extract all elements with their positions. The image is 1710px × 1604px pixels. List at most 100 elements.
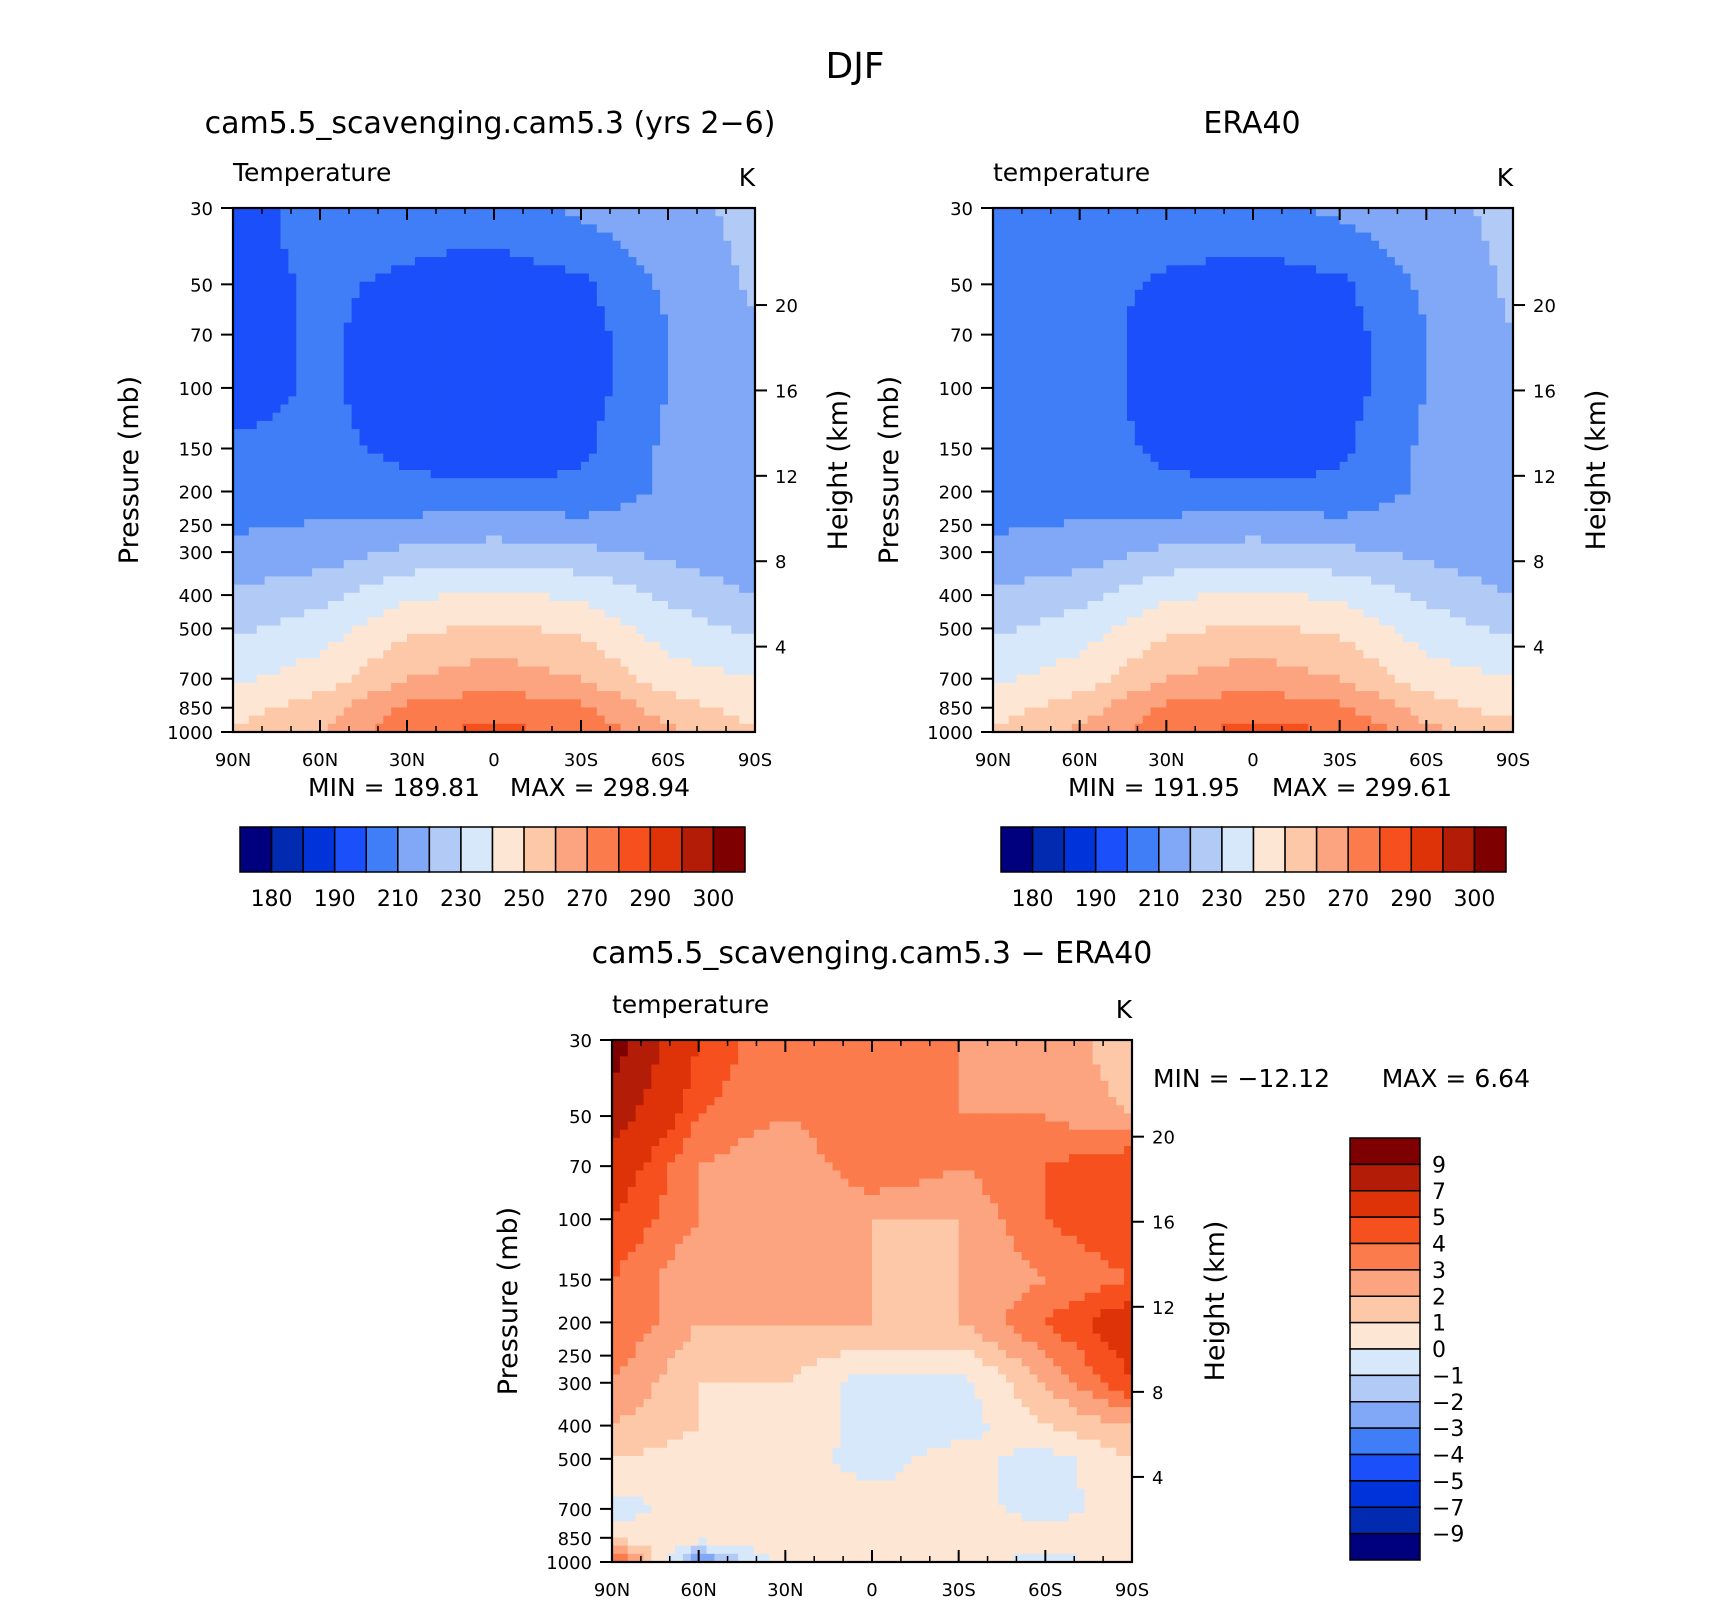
heatmap-cell bbox=[692, 609, 701, 618]
heatmap-cell bbox=[684, 216, 693, 225]
heatmap-cell bbox=[628, 486, 637, 495]
heatmap-cell bbox=[1072, 241, 1080, 250]
heatmap-cell bbox=[367, 683, 376, 692]
heatmap-cell bbox=[739, 241, 748, 250]
heatmap-cell bbox=[470, 306, 479, 315]
heatmap-cell bbox=[518, 609, 527, 618]
heatmap-cell bbox=[391, 331, 400, 340]
heatmap-cell bbox=[431, 478, 440, 487]
heatmap-cell bbox=[280, 552, 289, 561]
heatmap-cell bbox=[1348, 208, 1356, 217]
heatmap-cell bbox=[684, 364, 693, 373]
heatmap-cell bbox=[1434, 265, 1442, 274]
heatmap-cell bbox=[1127, 241, 1135, 250]
heatmap-cell bbox=[676, 544, 685, 553]
heatmap-cell bbox=[605, 429, 614, 438]
heatmap-cell bbox=[684, 347, 693, 356]
heatmap-cell bbox=[296, 396, 305, 405]
heatmap-cell bbox=[510, 347, 519, 356]
heatmap-cell bbox=[431, 544, 440, 553]
heatmap-cell bbox=[739, 331, 748, 340]
heatmap-cell bbox=[494, 298, 503, 307]
heatmap-cell bbox=[644, 568, 653, 577]
heatmap-cell bbox=[715, 642, 724, 651]
heatmap-cell bbox=[1348, 249, 1356, 258]
heatmap-cell bbox=[597, 429, 606, 438]
heatmap-cell bbox=[320, 544, 329, 553]
heatmap-cell bbox=[597, 421, 606, 430]
heatmap-cell bbox=[1434, 257, 1442, 266]
heatmap-cell bbox=[715, 609, 724, 618]
heatmap-cell bbox=[486, 568, 495, 577]
heatmap-cell bbox=[565, 716, 574, 725]
heatmap-cell bbox=[1348, 216, 1356, 225]
heatmap-cell bbox=[1355, 282, 1363, 291]
heatmap-cell bbox=[423, 486, 432, 495]
heatmap-cell bbox=[739, 445, 748, 454]
heatmap-cell bbox=[462, 470, 471, 479]
heatmap-cell bbox=[1363, 208, 1371, 217]
heatmap-cell bbox=[644, 675, 653, 684]
heatmap-cell bbox=[415, 560, 424, 569]
heatmap-cell bbox=[668, 527, 677, 536]
heatmap-cell bbox=[581, 331, 590, 340]
heatmap-cell bbox=[1025, 265, 1033, 274]
heatmap-cell bbox=[233, 298, 242, 307]
heatmap-cell bbox=[708, 413, 717, 422]
heatmap-cell bbox=[731, 707, 740, 716]
heatmap-cell bbox=[431, 462, 440, 471]
heatmap-cell bbox=[526, 650, 535, 659]
heatmap-cell bbox=[439, 437, 448, 446]
heatmap-cell bbox=[1395, 208, 1403, 217]
heatmap-cell bbox=[375, 707, 384, 716]
heatmap-cell bbox=[636, 265, 645, 274]
heatmap-cell bbox=[1379, 274, 1387, 283]
heatmap-cell bbox=[668, 642, 677, 651]
heatmap-cell bbox=[1261, 233, 1269, 242]
heatmap-cell bbox=[692, 585, 701, 594]
heatmap-cell bbox=[668, 265, 677, 274]
heatmap-cell bbox=[462, 249, 471, 258]
heatmap-cell bbox=[447, 642, 456, 651]
heatmap-cell bbox=[573, 634, 582, 643]
heatmap-cell bbox=[257, 617, 266, 626]
heatmap-cell bbox=[636, 405, 645, 414]
heatmap-cell bbox=[439, 241, 448, 250]
heatmap-cell bbox=[715, 486, 724, 495]
heatmap-cell bbox=[1277, 249, 1285, 258]
heatmap-cell bbox=[581, 249, 590, 258]
heatmap-cell bbox=[478, 462, 487, 471]
heatmap-cell bbox=[1072, 282, 1080, 291]
heatmap-cell bbox=[304, 314, 313, 323]
heatmap-cell bbox=[462, 314, 471, 323]
heatmap-cell bbox=[652, 560, 661, 569]
heatmap-cell bbox=[1072, 233, 1080, 242]
heatmap-cell bbox=[336, 282, 345, 291]
heatmap-cell bbox=[336, 355, 345, 364]
heatmap-cell bbox=[589, 675, 598, 684]
heatmap-cell bbox=[589, 355, 598, 364]
heatmap-cell bbox=[1355, 208, 1363, 217]
heatmap-cell bbox=[415, 396, 424, 405]
heatmap-cell bbox=[407, 323, 416, 332]
heatmap-cell bbox=[597, 208, 606, 217]
heatmap-cell bbox=[565, 634, 574, 643]
heatmap-cell bbox=[652, 437, 661, 446]
heatmap-cell bbox=[407, 519, 416, 528]
heatmap-cell bbox=[644, 634, 653, 643]
heatmap-cell bbox=[423, 208, 432, 217]
heatmap-cell bbox=[447, 634, 456, 643]
heatmap-cell bbox=[731, 683, 740, 692]
heatmap-cell bbox=[265, 519, 274, 528]
heatmap-cell bbox=[549, 691, 558, 700]
heatmap-cell bbox=[581, 413, 590, 422]
heatmap-cell bbox=[605, 355, 614, 364]
colorbar-swatch bbox=[650, 827, 682, 872]
heatmap-cell bbox=[668, 707, 677, 716]
heatmap-cell bbox=[518, 339, 527, 348]
heatmap-cell bbox=[502, 364, 511, 373]
heatmap-cell bbox=[502, 274, 511, 283]
heatmap-cell bbox=[1111, 216, 1119, 225]
heatmap-cell bbox=[1190, 216, 1198, 225]
heatmap-cell bbox=[1080, 224, 1088, 233]
